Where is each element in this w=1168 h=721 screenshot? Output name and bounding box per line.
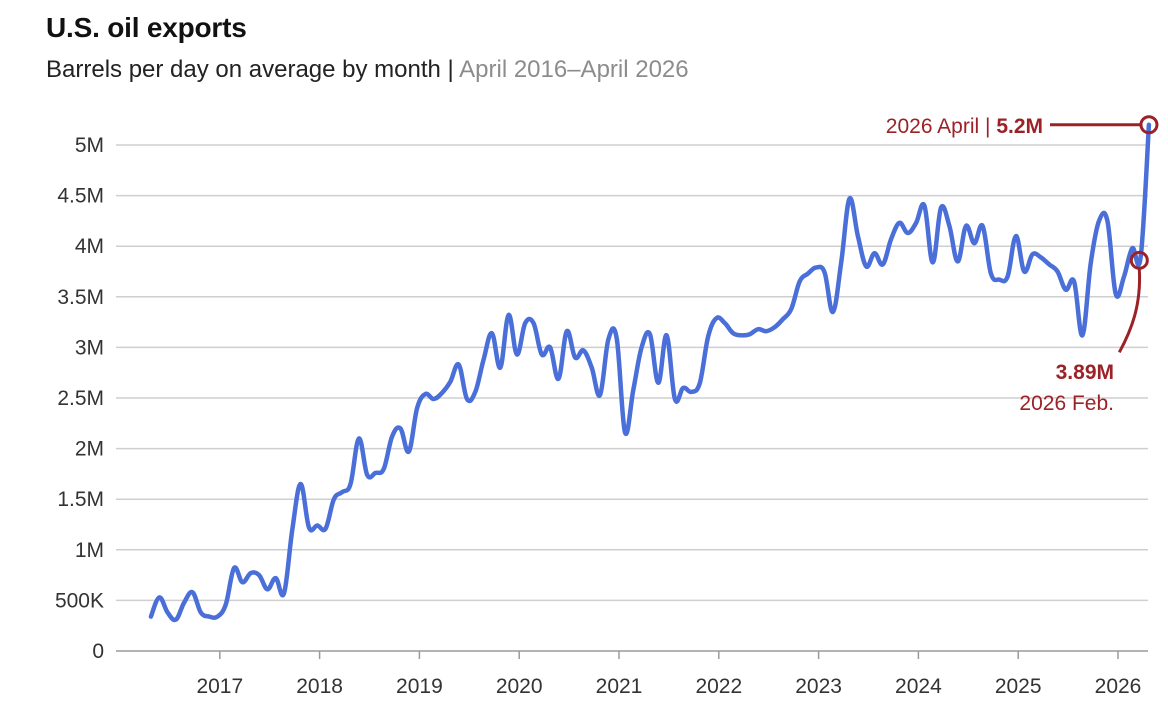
- annotation-april-date: 2026 April |: [886, 115, 997, 138]
- y-gridlines: [116, 144, 1148, 602]
- y-tick-label: 1M: [75, 539, 104, 562]
- x-tick-label: 2023: [795, 675, 842, 698]
- y-tick-label: 2M: [75, 438, 104, 461]
- chart-subtitle: Barrels per day on average by month | Ap…: [46, 56, 689, 84]
- annotation-leader-feb: [1118, 269, 1142, 354]
- subtitle-date-range: April 2016–April 2026: [459, 56, 689, 83]
- y-tick-label: 4M: [75, 235, 104, 258]
- x-tick-label: 2017: [196, 675, 243, 698]
- chart-title: U.S. oil exports: [46, 12, 247, 43]
- x-tick-label: 2026: [1095, 675, 1142, 698]
- x-tick-label: 2025: [995, 675, 1042, 698]
- y-tick-label: 500K: [55, 589, 104, 612]
- x-tick-label: 2018: [296, 675, 343, 698]
- y-tick-label: 4.5M: [57, 185, 104, 208]
- y-tick-label: 3M: [75, 336, 104, 359]
- y-tick-label: 1.5M: [57, 488, 104, 511]
- annotations: 2026 April | 5.2M 3.89M 2026 Feb.: [886, 115, 1159, 415]
- subtitle-measure: Barrels per day on average by month: [46, 56, 441, 83]
- series-group: [148, 122, 1152, 623]
- series-line: [148, 122, 1152, 623]
- subtitle-separator: |: [440, 56, 460, 83]
- annotation-marker-feb: [1129, 250, 1149, 270]
- annotation-date-feb: 2026 Feb.: [1019, 392, 1114, 415]
- annotation-marker-april: [1139, 115, 1159, 135]
- x-tick-label: 2021: [596, 675, 643, 698]
- x-tick-label: 2022: [695, 675, 742, 698]
- x-tick-label: 2020: [496, 675, 543, 698]
- x-tick-label: 2024: [895, 675, 942, 698]
- x-tick-label: 2019: [396, 675, 443, 698]
- annotation-april-value: 5.2M: [996, 115, 1043, 138]
- annotation-label-april: 2026 April | 5.2M: [886, 115, 1043, 138]
- y-tick-label: 2.5M: [57, 387, 104, 410]
- y-tick-label: 5M: [75, 134, 104, 157]
- y-axis-tick-labels: 0 500K 1M 1.5M 2M 2.5M 3M 3.5M 4M 4.5M 5M: [55, 134, 104, 663]
- y-tick-label: 3.5M: [57, 286, 104, 309]
- y-tick-label: 0: [92, 640, 104, 663]
- x-axis: 2017 2018 2019 2020 2021 2022 2023 2024 2025 2026: [116, 650, 1148, 698]
- annotation-value-feb: 3.89M: [1056, 361, 1114, 384]
